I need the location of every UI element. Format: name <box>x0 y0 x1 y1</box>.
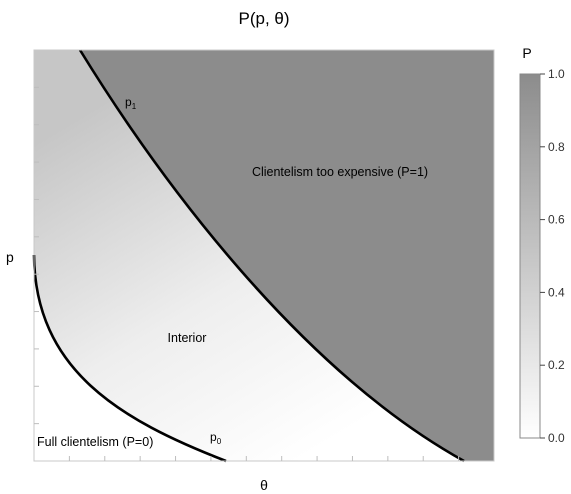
p1-label-name: p <box>125 95 132 109</box>
region-label-expensive: Clientelism too expensive (P=1) <box>252 165 428 179</box>
p0-curve <box>32 254 227 463</box>
colorbar-tick-label: 1.0 <box>548 67 565 81</box>
p0-label-subscript: 0 <box>217 437 222 446</box>
p0-label-name: p <box>210 430 217 444</box>
plot-border <box>33 49 495 462</box>
colorbar <box>519 73 541 439</box>
colorbar-ticks: 0.0 0.2 0.4 0.6 0.8 1.0 <box>540 67 565 445</box>
region-label-full: Full clientelism (P=0) <box>37 435 153 449</box>
colorbar-tick-label: 0.2 <box>548 358 565 372</box>
colorbar-label: P <box>522 45 531 61</box>
region-label-interior: Interior <box>168 331 207 345</box>
colorbar-tick-label: 0.0 <box>548 431 565 445</box>
plot-ticks <box>34 86 460 461</box>
region-clientelism-too-expensive <box>80 50 494 461</box>
p1-label: p1 <box>125 95 137 111</box>
region-interior <box>34 50 464 461</box>
p1-label-subscript: 1 <box>132 102 137 111</box>
region-full-clientelism <box>34 255 226 461</box>
p0-label: p0 <box>210 430 222 446</box>
plot-area <box>32 49 495 463</box>
chart-title: P(p, θ) <box>238 9 289 28</box>
colorbar-tick-label: 0.6 <box>548 213 565 227</box>
x-axis-label: θ <box>260 477 268 493</box>
y-axis-label: p <box>6 249 14 265</box>
colorbar-tick-label: 0.8 <box>548 140 565 154</box>
colorbar-tick-label: 0.4 <box>548 285 565 299</box>
p1-curve <box>78 49 465 463</box>
